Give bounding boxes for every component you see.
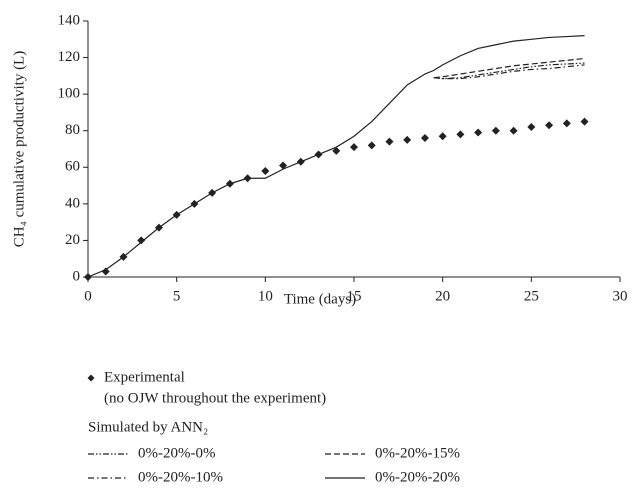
x-tick-label: 30 [613, 288, 628, 304]
data-point [438, 132, 447, 141]
data-point [474, 128, 483, 137]
data-point [261, 166, 270, 175]
data-point [545, 121, 554, 130]
legend-group-title: Simulated by ANN₂ [88, 419, 208, 435]
data-point [509, 126, 518, 135]
data-point [350, 143, 358, 152]
x-tick-label: 5 [173, 288, 181, 304]
y-tick-label: 40 [65, 195, 80, 211]
data-point [420, 134, 429, 143]
legend-label: Experimental [104, 369, 185, 385]
data-point [279, 161, 288, 170]
x-axis-label: Time (days) [284, 291, 356, 307]
data-point [332, 146, 341, 155]
y-tick-label: 0 [73, 268, 81, 284]
data-point [562, 119, 571, 128]
data-line [433, 62, 585, 80]
legend-note: (no OJW throughout the experiment) [104, 390, 326, 406]
y-tick-label: 20 [65, 232, 80, 248]
data-point [491, 126, 500, 135]
y-tick-label: 140 [58, 12, 81, 28]
y-tick-label: 80 [65, 122, 80, 138]
x-tick-label: 15 [347, 288, 362, 304]
data-line [87, 35, 585, 278]
data-point [580, 117, 589, 126]
x-tick-label: 0 [84, 288, 92, 304]
data-point [456, 130, 465, 139]
data-point [527, 123, 536, 132]
data-point [137, 236, 146, 245]
legend-label: 0%-20%-15% [375, 445, 460, 461]
y-tick-label: 60 [65, 159, 80, 175]
data-point [385, 137, 394, 146]
y-tick-label: 100 [58, 86, 81, 102]
y-tick-label: 120 [58, 49, 81, 65]
x-tick-label: 20 [435, 288, 450, 304]
data-point [367, 141, 376, 150]
y-axis-label: CH₄ cumulative productivity (L) [11, 51, 27, 247]
data-point [101, 267, 110, 276]
legend-label: 0%-20%-0% [138, 445, 215, 461]
data-line [433, 57, 585, 79]
legend-label: 0%-20%-10% [138, 469, 223, 485]
legend-label: 0%-20%-20% [375, 469, 460, 485]
data-line [433, 64, 585, 80]
x-tick-label: 10 [258, 288, 273, 304]
legend-marker [87, 374, 95, 382]
x-tick-label: 25 [524, 288, 539, 304]
data-point [403, 135, 412, 144]
